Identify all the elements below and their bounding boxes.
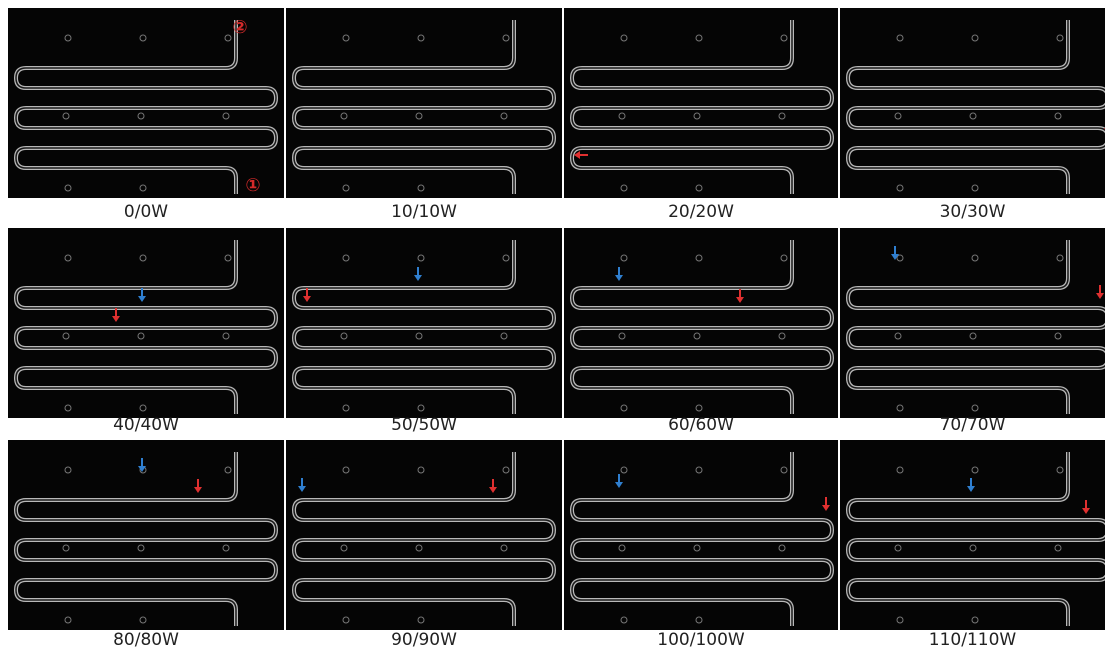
inlet-label: ① bbox=[245, 175, 260, 196]
panel: ②① bbox=[8, 8, 284, 198]
panel-image bbox=[840, 440, 1105, 630]
panel-image bbox=[8, 440, 284, 630]
panel bbox=[8, 440, 284, 630]
panel-image bbox=[286, 8, 562, 198]
panel-caption: 90/90W bbox=[391, 630, 457, 650]
panel-caption: 60/60W bbox=[668, 415, 734, 435]
panel bbox=[564, 8, 838, 198]
panel bbox=[286, 8, 562, 198]
outlet-label: ② bbox=[232, 17, 247, 38]
panel-caption: 100/100W bbox=[657, 630, 745, 650]
panel bbox=[8, 228, 284, 418]
panel-image bbox=[8, 228, 284, 418]
panel-image bbox=[564, 228, 838, 418]
panel bbox=[840, 8, 1105, 198]
panel bbox=[840, 228, 1105, 418]
panel-caption: 110/110W bbox=[929, 630, 1017, 650]
panel-caption: 10/10W bbox=[391, 202, 457, 222]
panel bbox=[840, 440, 1105, 630]
panel-caption: 50/50W bbox=[391, 415, 457, 435]
panel-caption: 20/20W bbox=[668, 202, 734, 222]
panel bbox=[564, 228, 838, 418]
panel bbox=[286, 228, 562, 418]
panel-image bbox=[840, 8, 1105, 198]
panel-caption: 0/0W bbox=[124, 202, 168, 222]
panel-image bbox=[564, 440, 838, 630]
panel-image bbox=[564, 8, 838, 198]
panel bbox=[286, 440, 562, 630]
panel-image bbox=[286, 440, 562, 630]
figure: ②①0/0W10/10W20/20W30/30W40/40W50/50W60/6… bbox=[0, 0, 1105, 651]
panel-caption: 70/70W bbox=[940, 415, 1006, 435]
panel-caption: 30/30W bbox=[940, 202, 1006, 222]
panel bbox=[564, 440, 838, 630]
panel-caption: 40/40W bbox=[113, 415, 179, 435]
panel-caption: 80/80W bbox=[113, 630, 179, 650]
panel-image bbox=[840, 228, 1105, 418]
panel-image bbox=[286, 228, 562, 418]
